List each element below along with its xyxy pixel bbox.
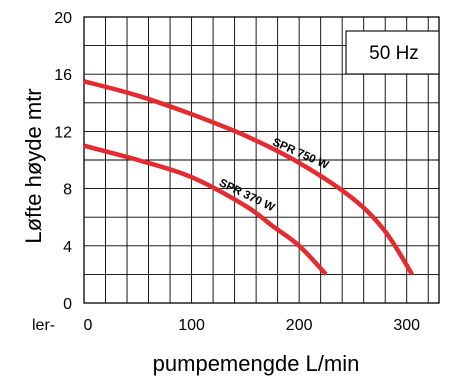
y-tick-label: 16: [54, 67, 72, 84]
x-axis-fragment-label: ler-: [32, 317, 55, 334]
grid-lines: [84, 17, 439, 303]
x-tick-label: 0: [84, 317, 93, 334]
y-tick-label: 8: [63, 182, 72, 199]
series-line: [83, 79, 415, 276]
x-tick-label: 200: [286, 317, 313, 334]
x-tick-label: 100: [178, 317, 205, 334]
series-line: [83, 143, 328, 276]
frequency-annotation-background: [345, 30, 440, 75]
frequency-annotation-box: 50 Hz: [345, 30, 440, 75]
y-tick-label: 4: [63, 239, 72, 256]
y-tick-label: 20: [54, 10, 72, 27]
y-tick-labels: 0 4 8 12 16 20: [54, 10, 72, 313]
y-tick-label: 12: [54, 124, 72, 141]
x-tick-label: 300: [393, 317, 420, 334]
x-axis-title: pumpemengde L/min: [153, 351, 360, 376]
y-axis-title: Løfte høyde mtr: [21, 88, 46, 243]
plot-frame: [83, 16, 440, 304]
x-tick-labels: 0 100 200 300: [84, 317, 421, 334]
series-curves: [83, 79, 415, 276]
y-tick-label: 0: [63, 296, 72, 313]
frequency-annotation: 50 Hz: [369, 43, 419, 64]
